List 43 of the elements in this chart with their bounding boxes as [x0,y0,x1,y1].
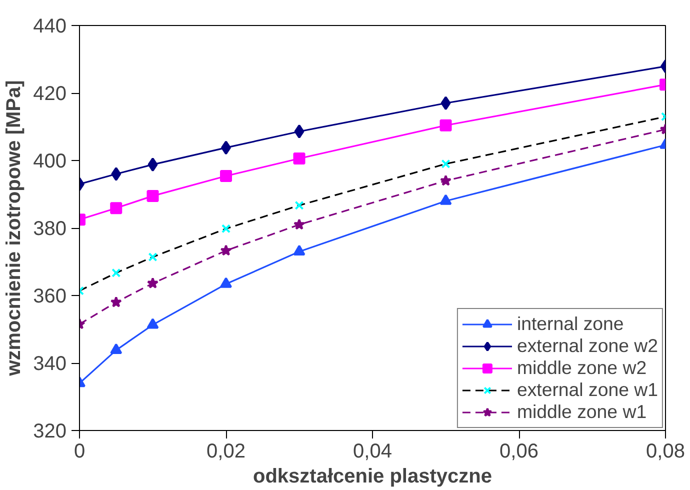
y-tick-label: 420 [33,83,67,105]
point [220,170,232,182]
point [110,343,122,354]
x-tick-label: 0,04 [353,440,392,462]
x-tick-label: 0,08 [646,440,685,462]
point [440,96,451,110]
x-tick-label: 0 [74,440,86,462]
legend-label: internal zone [516,313,624,335]
legend-label: external zone w1 [516,379,658,401]
y-tick-label: 400 [33,150,67,172]
legend-label: middle zone w1 [516,401,647,423]
point [294,124,304,138]
point [293,244,306,256]
point [146,190,159,202]
point [220,277,232,288]
point [146,277,159,288]
point [440,174,452,186]
point [441,159,450,168]
y-axis-title: wzmocnienie izotropowe [MPa] [3,80,26,377]
point [440,194,452,205]
y-tick-label: 360 [33,286,67,308]
point [220,244,232,256]
point [148,158,158,172]
y-tick-label: 440 [33,16,67,38]
point [294,200,304,210]
point [293,152,306,164]
x-tick-label: 0,06 [500,440,538,462]
point [111,167,122,181]
point [112,268,121,278]
y-tick-label: 320 [33,420,67,442]
y-tick-label: 340 [33,353,67,375]
point [440,119,452,132]
point [110,296,122,308]
point [293,218,306,230]
point [221,224,231,234]
point [110,202,122,214]
y-tick-label: 380 [33,218,67,240]
legend-label: external zone w2 [516,335,658,357]
point [146,318,159,329]
x-axis-title: odkształcenie plastyczne [253,466,492,488]
x-tick-label: 0,02 [206,440,246,462]
legend-label: middle zone w2 [516,357,647,379]
point [148,252,158,262]
